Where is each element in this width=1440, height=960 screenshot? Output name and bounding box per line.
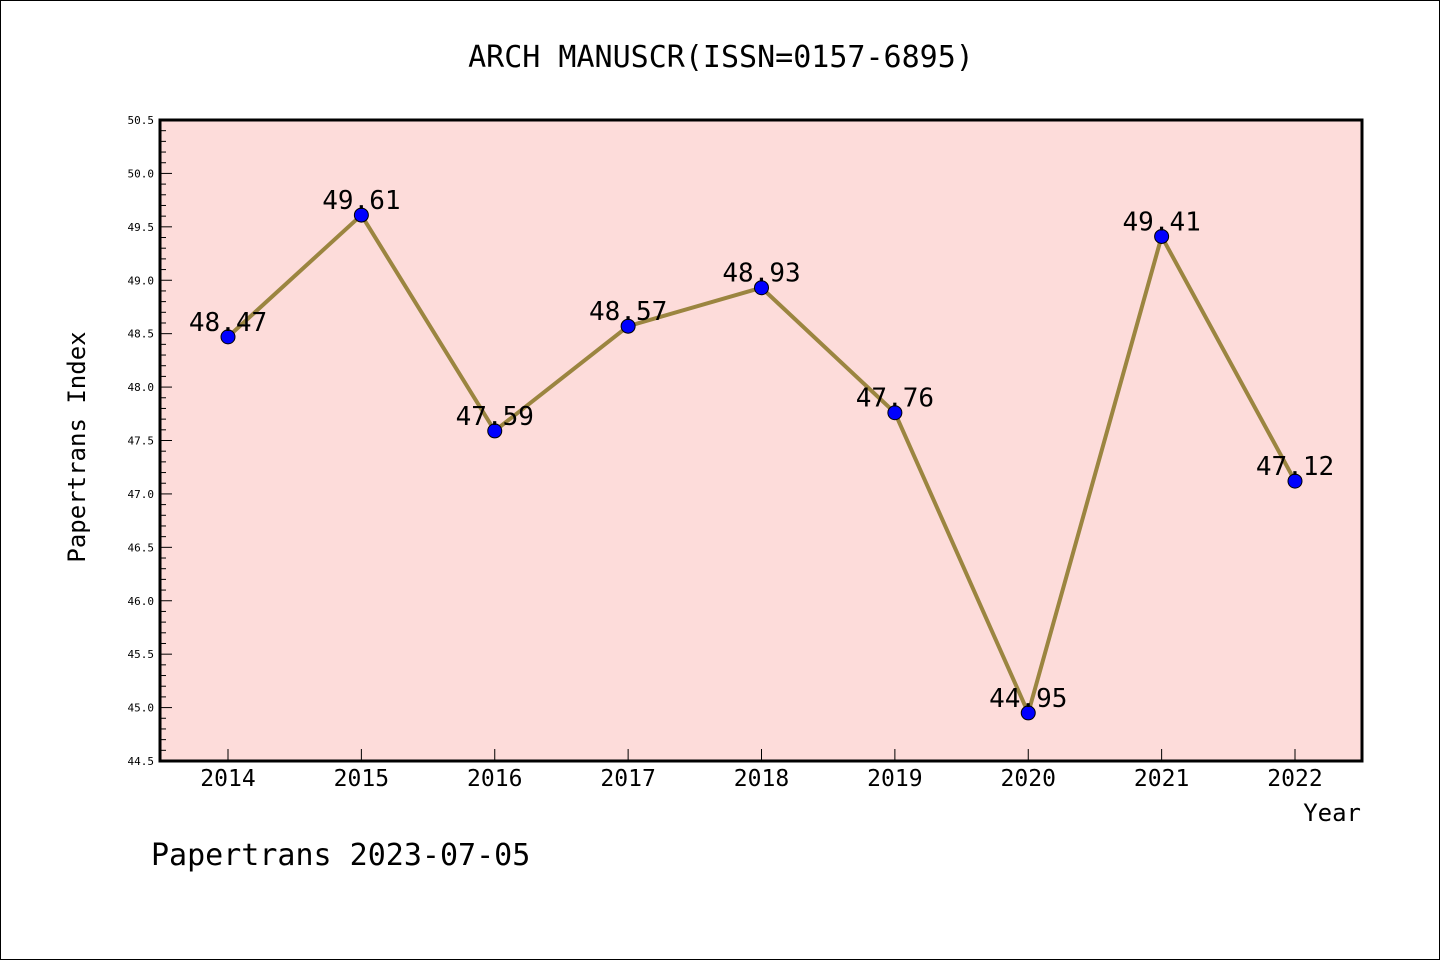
y-tick-label: 45.5 — [128, 648, 155, 661]
data-label: 47.76 — [856, 384, 934, 414]
y-tick-label: 47.0 — [128, 488, 155, 501]
x-tick-label: 2017 — [600, 766, 655, 792]
data-point — [1154, 228, 1170, 244]
footer-date: Papertrans 2023-07-05 — [151, 838, 530, 873]
chart-title: ARCH MANUSCR(ISSN=0157-6895) — [468, 40, 974, 75]
data-point — [353, 207, 369, 223]
y-tick-label: 49.0 — [128, 274, 155, 287]
y-tick-label: 47.5 — [128, 435, 155, 448]
x-axis: 2014 2015 2016 2017 2018 2019 2020 2021 2022 — [200, 749, 1323, 792]
y-tick-label: 49.5 — [128, 221, 155, 234]
y-tick-label: 45.0 — [128, 702, 155, 715]
data-point — [1020, 705, 1036, 721]
data-label: 48.47 — [189, 308, 267, 338]
y-tick-label: 44.5 — [128, 755, 155, 768]
data-point — [487, 423, 503, 439]
x-tick-label: 2021 — [1134, 766, 1189, 792]
x-tick-label: 2018 — [734, 766, 789, 792]
data-point — [1287, 473, 1303, 489]
x-tick-label: 2016 — [467, 766, 522, 792]
y-axis-label: Papertrans Index — [63, 331, 91, 562]
y-tick-label: 48.0 — [128, 381, 155, 394]
plot-area — [160, 120, 1362, 761]
data-label: 48.57 — [589, 297, 667, 327]
y-tick-label: 50.5 — [128, 114, 155, 127]
data-point — [887, 405, 903, 421]
x-tick-label: 2019 — [867, 766, 922, 792]
y-tick-label: 50.0 — [128, 167, 155, 180]
data-label: 44.95 — [989, 684, 1067, 714]
data-point — [620, 318, 636, 334]
x-tick-label: 2020 — [1001, 766, 1056, 792]
data-label: 47.59 — [456, 402, 534, 432]
data-label: 48.93 — [722, 259, 800, 289]
y-tick-label: 46.5 — [128, 541, 155, 554]
data-point — [754, 280, 769, 296]
y-tick-label: 46.0 — [128, 595, 155, 608]
x-tick-label: 2022 — [1267, 766, 1322, 792]
plot-border — [158, 118, 1364, 763]
data-point — [220, 329, 236, 345]
x-tick-label: 2014 — [200, 766, 255, 792]
x-axis-label: Year — [1303, 799, 1361, 827]
data-label: 47.12 — [1256, 452, 1334, 482]
y-axis: 44.5 45.0 45.5 46.0 46.5 47.0 47.5 48.0 48.5 49.0… — [128, 114, 172, 768]
series-layer: 48.47 49.61 47.59 48.57 48.93 47.76 44.95 49.41… — [189, 186, 1334, 721]
data-label: 49.61 — [322, 186, 400, 216]
x-tick-label: 2015 — [334, 766, 389, 792]
data-label: 49.41 — [1122, 207, 1200, 237]
y-tick-label: 48.5 — [128, 328, 155, 341]
